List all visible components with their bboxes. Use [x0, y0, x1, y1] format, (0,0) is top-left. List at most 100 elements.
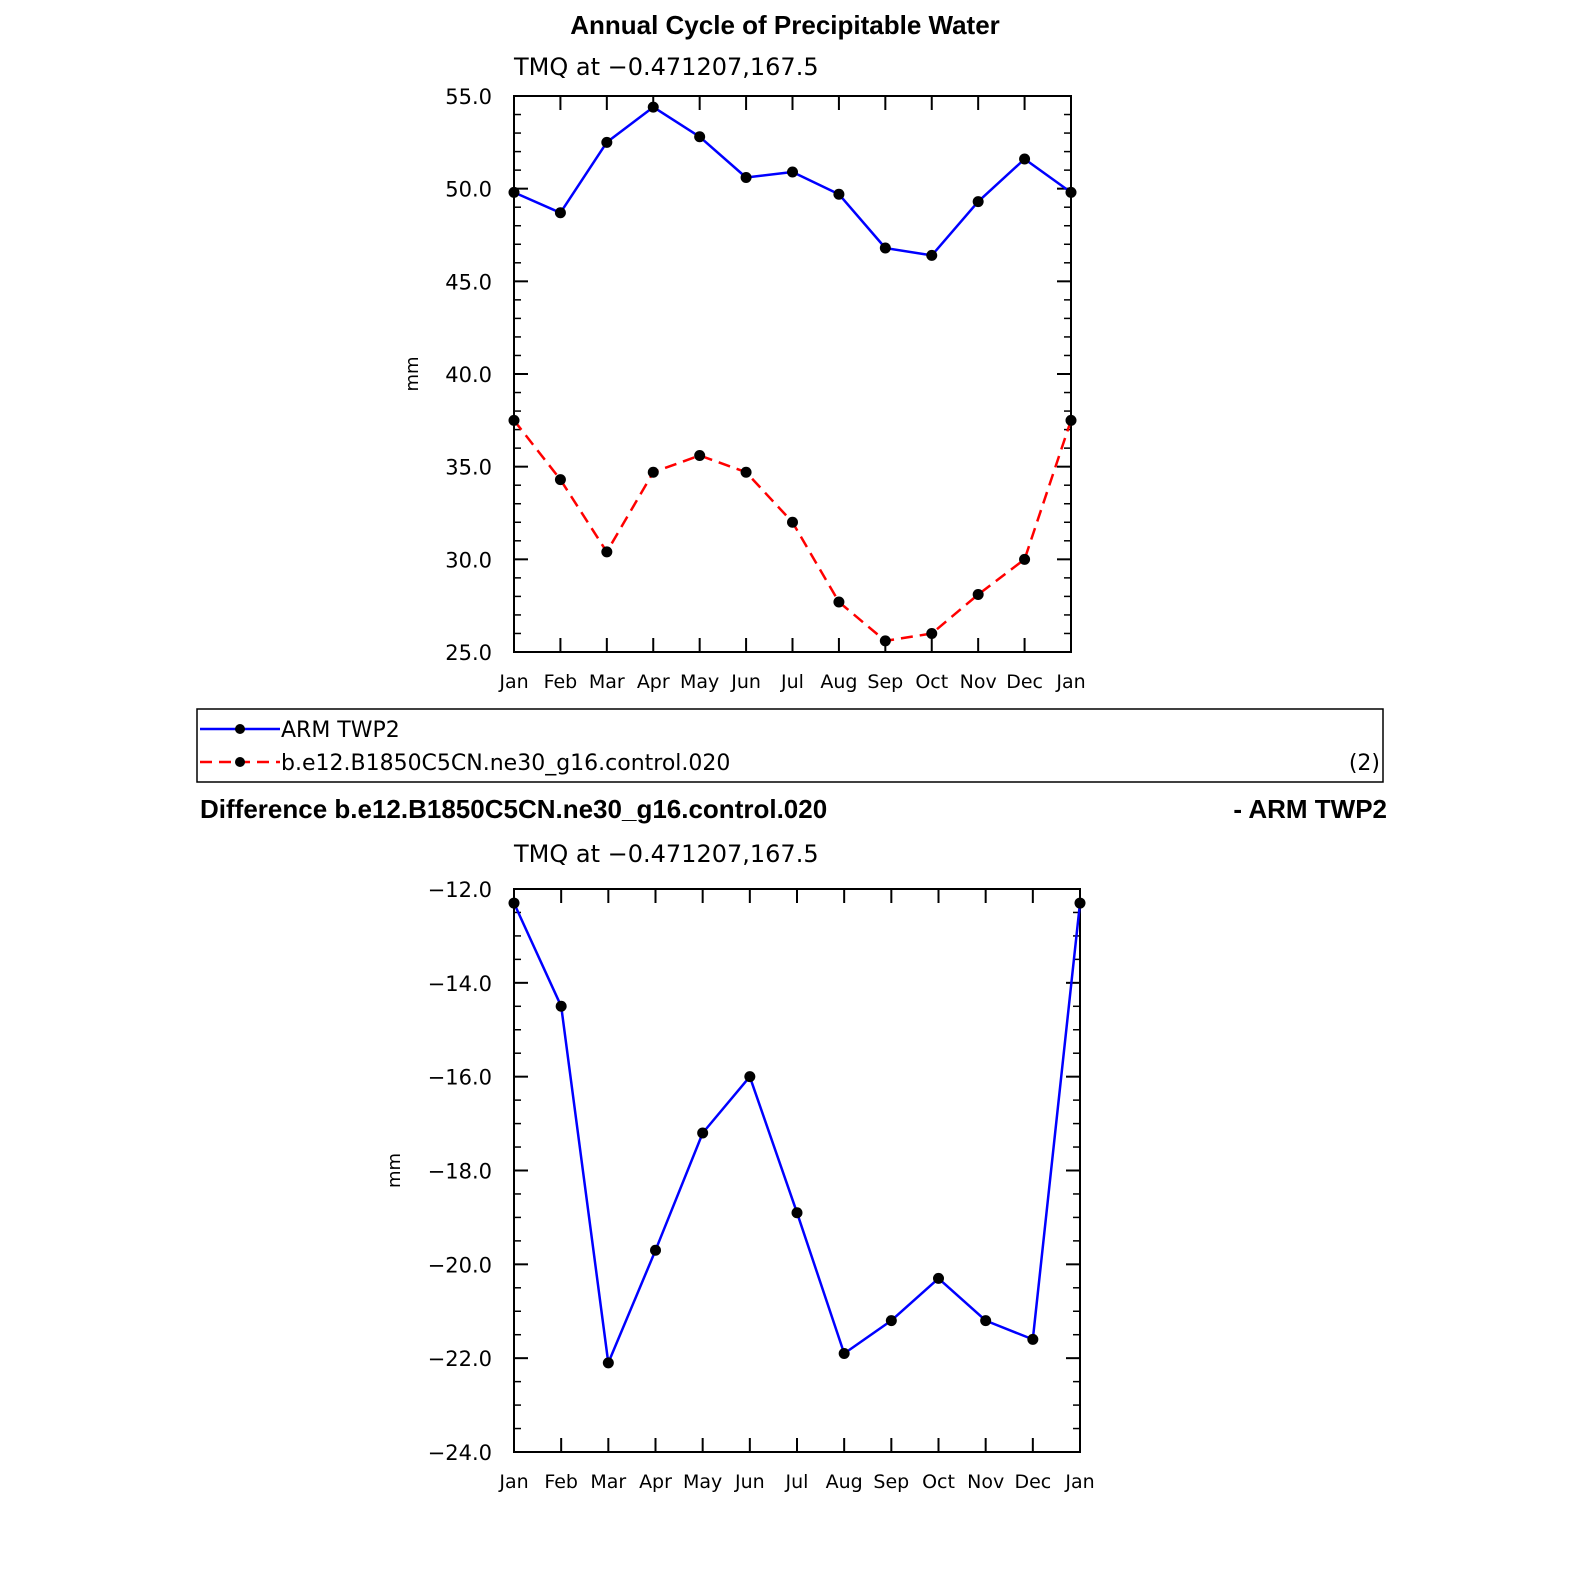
- data-point-series-0: [650, 1244, 661, 1256]
- legend-box: [196, 708, 1384, 783]
- data-point-series-0: [787, 166, 798, 178]
- data-point-series-0: [933, 1272, 944, 1284]
- data-point-series-1: [879, 635, 891, 647]
- top-chart-title: Annual Cycle of Precipitable Water: [570, 10, 1000, 40]
- x-tick-label: Jun: [730, 671, 761, 693]
- data-point-series-1: [508, 414, 520, 426]
- data-point-series-0: [694, 131, 706, 143]
- x-tick-label: Mar: [590, 1471, 626, 1493]
- legend-marker-obs: [235, 724, 245, 734]
- y-tick-label: 50.0: [445, 178, 492, 202]
- x-tick-label: Nov: [967, 1471, 1004, 1493]
- data-point-series-0: [1027, 1333, 1039, 1345]
- x-tick-label: Oct: [922, 1471, 955, 1493]
- series-line-0: [513, 105, 1072, 257]
- data-point-series-0: [972, 196, 984, 208]
- data-point-series-0: [926, 249, 938, 261]
- legend-marker-model: [235, 757, 245, 767]
- diff-title-left: Difference b.e12.B1850C5CN.ne30_g16.cont…: [200, 794, 827, 824]
- y-tick-label: 45.0: [445, 270, 492, 294]
- x-tick-label: Jan: [1064, 1471, 1094, 1493]
- data-point-series-0: [1065, 186, 1077, 198]
- data-point-series-0: [744, 1071, 756, 1083]
- y-tick-label: 35.0: [445, 456, 492, 480]
- x-tick-label: Apr: [637, 671, 670, 693]
- legend-entry-model: b.e12.B1850C5CN.ne30_g16.control.020: [200, 751, 730, 776]
- y-tick-label: 25.0: [445, 641, 492, 665]
- x-tick-label: Aug: [826, 1471, 863, 1493]
- data-point-series-1: [787, 516, 798, 528]
- x-tick-label: May: [683, 1471, 722, 1493]
- data-point-series-0: [838, 1347, 850, 1359]
- data-point-series-0: [602, 1357, 614, 1369]
- data-point-series-0: [879, 242, 891, 254]
- x-tick-label: Mar: [589, 671, 625, 693]
- x-tick-label: May: [680, 671, 719, 693]
- data-point-series-1: [554, 474, 566, 486]
- data-point-series-1: [740, 466, 752, 478]
- legend-label-obs: ARM TWP2: [281, 718, 400, 743]
- y-tick-label: −20.0: [428, 1253, 492, 1277]
- legend-label-model: b.e12.B1850C5CN.ne30_g16.control.020: [281, 751, 730, 776]
- data-point-series-1: [972, 589, 984, 601]
- plot-frame: [513, 888, 1081, 1453]
- data-point-series-0: [791, 1207, 803, 1219]
- x-tick-label: Apr: [639, 1471, 672, 1493]
- data-point-series-0: [508, 897, 520, 909]
- y-tick-label: −22.0: [428, 1347, 492, 1371]
- data-point-series-0: [647, 101, 659, 113]
- y-axis-label: mm: [384, 1153, 405, 1188]
- y-tick-label: −24.0: [428, 1441, 492, 1465]
- data-point-series-0: [740, 172, 752, 184]
- legend: ARM TWP2 b.e12.B1850C5CN.ne30_g16.contro…: [196, 708, 1384, 783]
- data-point-series-1: [926, 627, 938, 639]
- data-point-series-0: [833, 188, 845, 200]
- data-point-series-0: [885, 1315, 897, 1327]
- data-point-series-0: [508, 186, 520, 198]
- data-point-series-0: [697, 1127, 709, 1139]
- diff-chart-subtitle: TMQ at −0.471207,167.5: [513, 840, 819, 868]
- x-tick-label: Dec: [1014, 1471, 1051, 1493]
- y-tick-label: −14.0: [428, 972, 492, 996]
- x-tick-label: Feb: [544, 671, 578, 693]
- y-axis-label: mm: [402, 356, 423, 391]
- x-tick-label: Sep: [867, 671, 903, 693]
- data-point-series-1: [1019, 553, 1031, 565]
- data-point-series-1: [647, 466, 659, 478]
- diff-title-right: - ARM TWP2: [1233, 794, 1387, 824]
- x-tick-label: Jan: [498, 671, 528, 693]
- x-tick-label: Aug: [820, 671, 857, 693]
- x-tick-label: Nov: [960, 671, 997, 693]
- series-line-0: [512, 902, 1082, 1365]
- y-tick-label: 30.0: [445, 548, 492, 572]
- x-tick-label: Feb: [544, 1471, 578, 1493]
- x-tick-label: Jul: [785, 1471, 809, 1493]
- y-tick-label: 55.0: [445, 85, 492, 109]
- y-tick-label: 40.0: [445, 363, 492, 387]
- data-point-series-0: [1019, 153, 1031, 165]
- x-tick-label: Jan: [1055, 671, 1085, 693]
- data-point-series-0: [601, 136, 613, 148]
- data-point-series-0: [555, 1000, 567, 1012]
- top-chart-subtitle: TMQ at −0.471207,167.5: [513, 53, 819, 81]
- data-point-series-1: [601, 546, 613, 558]
- legend-count: (2): [1349, 751, 1380, 776]
- y-tick-label: −16.0: [428, 1066, 492, 1090]
- y-tick-label: −12.0: [428, 878, 492, 902]
- data-point-series-1: [833, 596, 845, 608]
- data-point-series-0: [1074, 897, 1086, 909]
- x-tick-label: Oct: [915, 671, 948, 693]
- x-tick-label: Jun: [734, 1471, 765, 1493]
- legend-entry-obs: ARM TWP2: [200, 718, 400, 743]
- plot-frame: [513, 95, 1072, 653]
- series-line-1: [513, 419, 1073, 643]
- diff-chart: −24.0 −22.0 −20.0 −18.0 −16.0 −14.0 −12.0 Jan Fe…: [384, 878, 1095, 1493]
- x-tick-label: Jul: [780, 671, 804, 693]
- data-point-series-0: [554, 207, 566, 219]
- x-tick-label: Sep: [873, 1471, 909, 1493]
- x-tick-label: Jan: [498, 1471, 528, 1493]
- data-point-series-1: [694, 450, 706, 462]
- top-chart: 25.0 30.0 35.0 40.0 45.0 50.0 55.0 Jan Feb Mar Apr…: [402, 85, 1086, 693]
- x-tick-label: Dec: [1006, 671, 1043, 693]
